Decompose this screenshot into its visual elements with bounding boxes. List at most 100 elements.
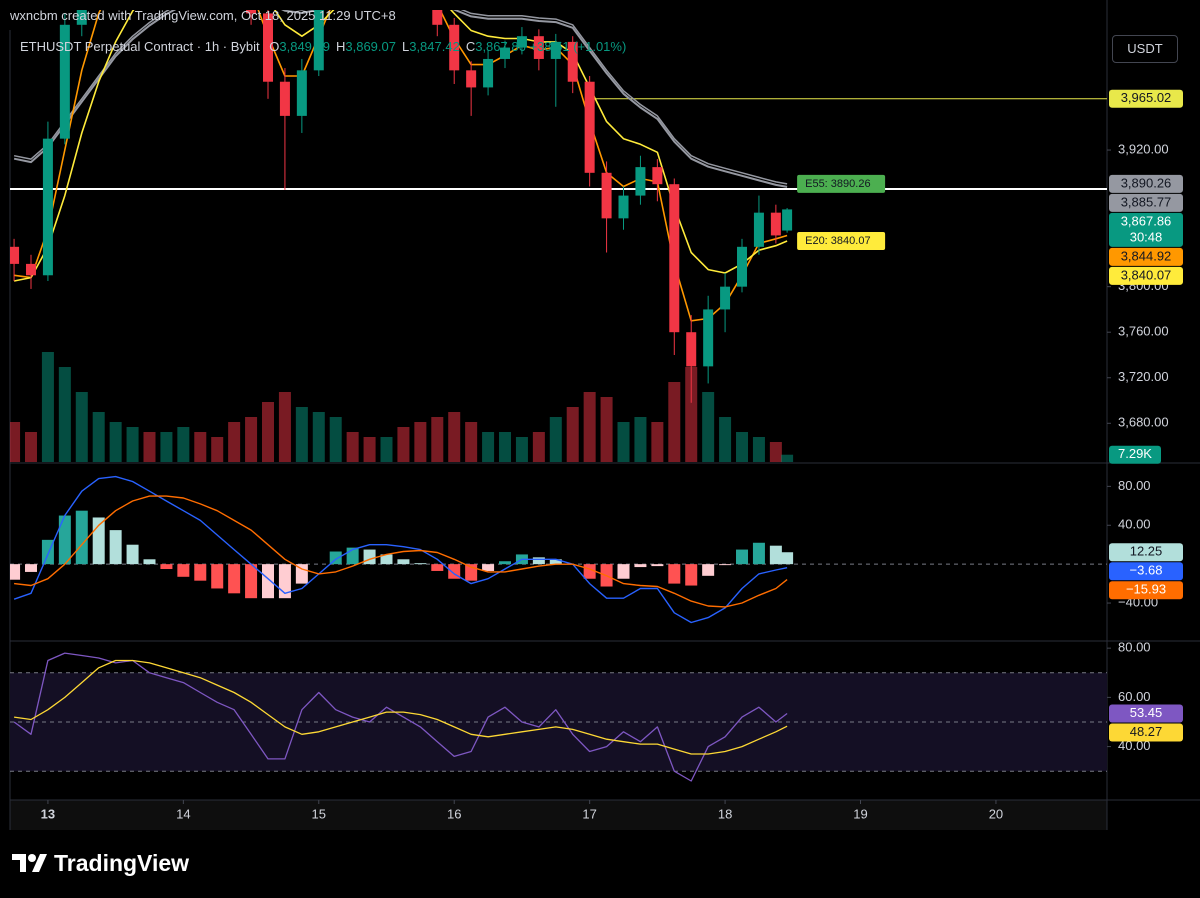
- candle-body: [246, 10, 257, 14]
- candle-body: [10, 246, 20, 264]
- histogram-bar: [10, 564, 21, 580]
- symbol: ETHUSDT Perpetual Contract · 1h · Bybit: [20, 39, 260, 54]
- pane: [10, 475, 1107, 624]
- y-tick-label: 3,680.00: [1118, 415, 1169, 430]
- histogram-bar: [702, 564, 715, 576]
- histogram-bar: [482, 564, 495, 571]
- volume-bar: [346, 432, 359, 462]
- histogram-bar: [634, 564, 647, 568]
- candle-body: [42, 138, 53, 276]
- histogram-bar: [651, 564, 664, 567]
- histogram-bar: [431, 564, 444, 571]
- candle-body: [296, 70, 307, 116]
- ema-tag: [797, 232, 886, 251]
- y-tick-label: 60.00: [1118, 689, 1151, 704]
- y-tick-label: 3,920.00: [1118, 141, 1169, 156]
- histogram-bar: [549, 559, 562, 565]
- legend-key: O: [269, 39, 280, 54]
- price-badge: [1109, 543, 1183, 562]
- histogram-bar: [617, 564, 630, 579]
- x-tick-label: 19: [853, 806, 867, 821]
- price-badge-label: 12.25: [1130, 544, 1163, 559]
- x-tick-label: 13: [41, 806, 55, 821]
- ema-line-shadow: [13, 10, 788, 188]
- price-badge-label: 30:48: [1130, 229, 1163, 244]
- histogram-bar: [75, 510, 88, 565]
- histogram-bar: [58, 515, 71, 565]
- price-badge: [1109, 212, 1183, 247]
- histogram-bar: [769, 545, 782, 565]
- volume-bar: [92, 412, 105, 462]
- x-tick-label: 16: [447, 806, 461, 821]
- volume-bar: [566, 407, 579, 462]
- price-badge: [1109, 193, 1183, 212]
- volume-bar: [126, 427, 139, 462]
- histogram-bar: [532, 557, 545, 565]
- volume-bar: [58, 367, 71, 462]
- price-badge-label: 3,885.77: [1121, 194, 1172, 209]
- histogram-bar: [668, 564, 681, 584]
- volume-bar: [75, 392, 88, 462]
- volume-bar: [685, 367, 698, 462]
- x-tick-label: 15: [312, 806, 326, 821]
- volume-bar: [448, 412, 461, 462]
- candle-body: [669, 184, 680, 333]
- volume-bar: [245, 417, 258, 462]
- histogram-bar: [278, 564, 291, 599]
- histogram-bar: [499, 561, 512, 565]
- y-tick-label: 40.00: [1118, 517, 1151, 532]
- candle-body: [782, 209, 793, 231]
- pane: [10, 10, 1107, 462]
- candle-body: [567, 41, 578, 82]
- volume-bar: [10, 422, 21, 462]
- candle-body: [59, 24, 70, 139]
- brand: TradingView: [12, 848, 189, 878]
- histogram-bar: [177, 564, 190, 577]
- price-badge: [1109, 266, 1183, 285]
- indicator-line: [13, 475, 788, 624]
- candle-body: [500, 47, 511, 59]
- price-badge-label: 3,867.86: [1121, 213, 1172, 228]
- x-tick-label: 20: [989, 806, 1003, 821]
- volume-bar: [736, 432, 749, 462]
- legend-value: 3,867.86: [475, 39, 526, 54]
- price-badge: [1109, 723, 1183, 742]
- x-tick-label: 14: [176, 806, 190, 821]
- pane: [10, 652, 1107, 782]
- histogram-bar: [126, 544, 139, 565]
- legend: ETHUSDT Perpetual Contract · 1h · Bybit …: [20, 39, 626, 54]
- time-axis-bg: [10, 800, 1107, 830]
- change: +38.51 (+1.01%): [529, 39, 627, 54]
- legend-value: 3,849.29: [279, 39, 330, 54]
- price-badge-label: −15.93: [1126, 582, 1166, 597]
- currency-button[interactable]: USDT: [1112, 35, 1178, 63]
- histogram-bar: [781, 552, 794, 565]
- x-tick-label: 18: [718, 806, 732, 821]
- ema-tag: [797, 174, 886, 193]
- histogram-bar: [245, 564, 258, 599]
- volume-bar: [261, 402, 274, 462]
- volume-bar: [702, 392, 715, 462]
- indicator-line: [13, 652, 788, 782]
- candle-body: [770, 212, 781, 236]
- candle-body: [483, 58, 494, 88]
- indicator-line: [14, 495, 788, 608]
- histogram-bar: [211, 564, 224, 589]
- candle-body: [652, 167, 663, 185]
- volume-bar: [752, 437, 765, 462]
- candle-body: [262, 13, 273, 82]
- price-badge-label: 53.45: [1130, 705, 1163, 720]
- ema-line: [13, 10, 788, 185]
- candle-body: [432, 10, 443, 25]
- volume-bar: [380, 437, 393, 462]
- price-badge-label: 3,890.26: [1121, 175, 1172, 190]
- candle-body: [466, 70, 477, 88]
- legend-key: H: [335, 39, 346, 54]
- volume-bar: [177, 427, 190, 462]
- volume-bar: [719, 417, 732, 462]
- legend-key: C: [465, 39, 476, 54]
- y-tick-label: 80.00: [1118, 478, 1151, 493]
- candle-body: [720, 286, 731, 310]
- price-badge-label: 48.27: [1130, 724, 1163, 739]
